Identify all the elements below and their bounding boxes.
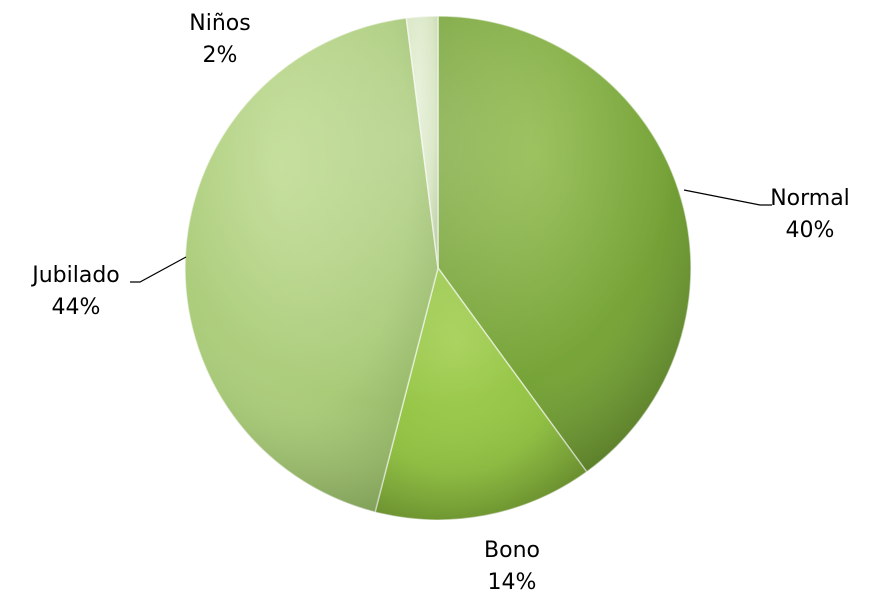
leader-lines xyxy=(130,189,772,283)
slice-percent-jubilado: 44% xyxy=(52,295,101,320)
labels-layer: Normal 40% Bono 14% Jubilado 44% Niños 2% xyxy=(30,11,850,595)
leader-line-normal xyxy=(683,189,772,206)
slice-label-normal: Normal xyxy=(770,186,850,211)
pie-gloss-overlay xyxy=(185,16,691,520)
slice-percent-ninos: 2% xyxy=(203,43,238,68)
slice-label-jubilado: Jubilado xyxy=(30,263,120,288)
gloss-layer xyxy=(185,16,691,520)
slice-label-bono: Bono xyxy=(484,538,540,563)
slice-percent-normal: 40% xyxy=(786,218,835,243)
slice-label-ninos: Niños xyxy=(189,11,250,36)
slice-percent-bono: 14% xyxy=(488,570,537,595)
leader-line-jubilado xyxy=(130,256,187,283)
